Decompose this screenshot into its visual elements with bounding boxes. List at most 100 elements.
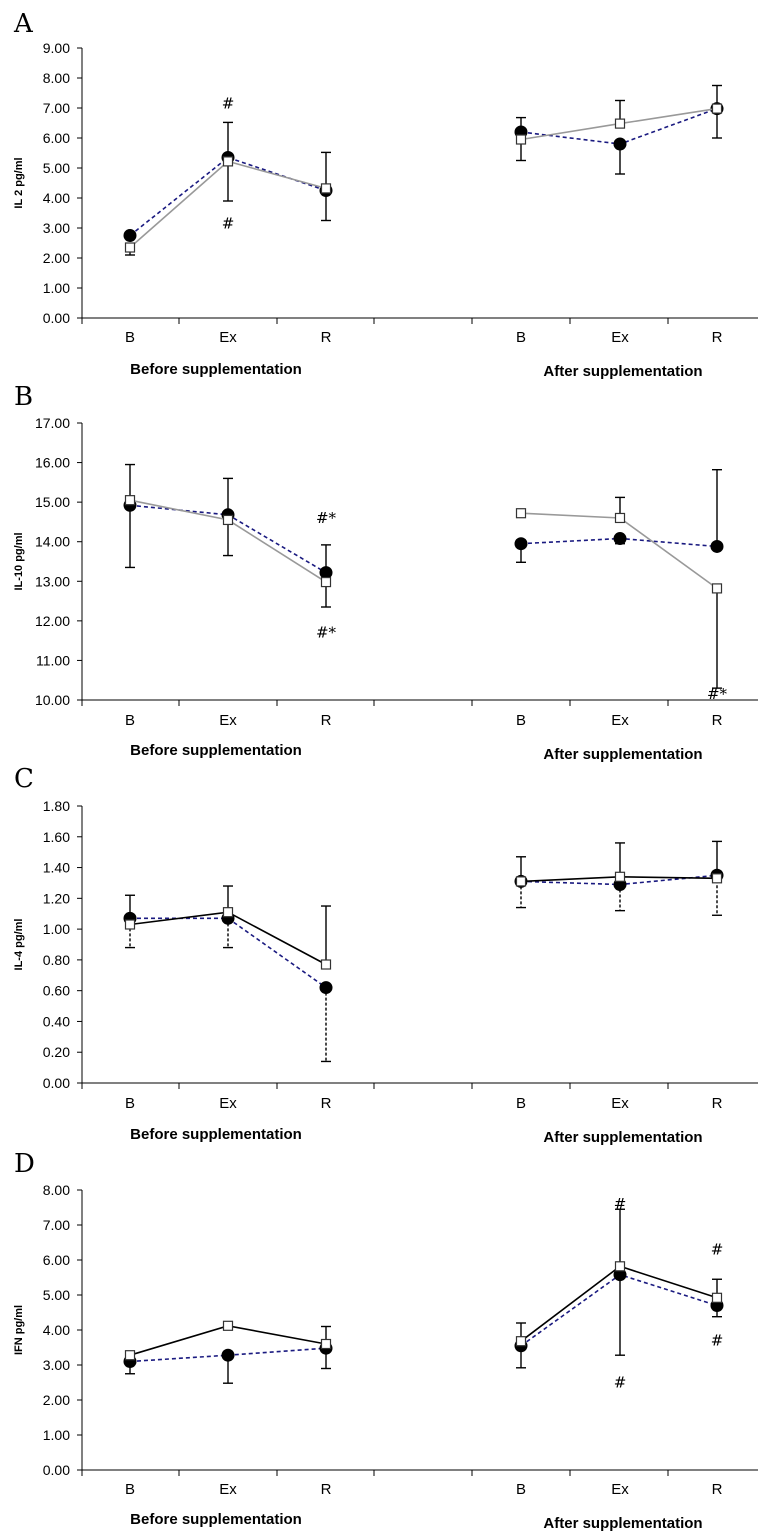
y-axis-label: IL-4 pg/ml xyxy=(13,919,25,971)
category-label: R xyxy=(321,712,332,729)
data-point xyxy=(614,1261,626,1272)
data-point xyxy=(124,1350,136,1361)
y-tick-label: 1.40 xyxy=(43,860,70,876)
data-point xyxy=(222,156,234,167)
annotation: #* xyxy=(707,685,728,703)
y-tick-label: 0.60 xyxy=(43,983,70,999)
data-point xyxy=(320,1338,332,1350)
data-point xyxy=(711,873,723,884)
category-label: Ex xyxy=(611,712,629,729)
y-tick-label: 16.00 xyxy=(35,455,70,471)
y-tick-label: 1.00 xyxy=(43,921,70,937)
panel-B: B 10.00 11.00 12.00 13.00 14.00 15.00 16.00 17.0… xyxy=(13,382,758,763)
data-point xyxy=(124,242,136,253)
group-label: After supplementation xyxy=(543,1515,702,1532)
y-axis-label: IFN pg/ml xyxy=(13,1305,25,1355)
group-label: Before supplementation xyxy=(130,1511,302,1528)
y-tick-label: 2.00 xyxy=(43,1392,70,1408)
data-point xyxy=(222,514,234,526)
category-label: Ex xyxy=(219,1095,237,1112)
y-tick-label: 0.00 xyxy=(43,1075,70,1091)
y-axis-label: IL 2 pg/ml xyxy=(13,157,25,208)
category-label: R xyxy=(712,712,723,729)
series-2 xyxy=(124,463,723,689)
y-tick-label: 0.00 xyxy=(43,1462,70,1478)
y-tick-label: 5.00 xyxy=(43,1287,70,1303)
category-label: B xyxy=(125,329,135,346)
series-1 xyxy=(123,1268,724,1384)
y-tick-label: 11.00 xyxy=(36,652,70,668)
annotation: #* xyxy=(316,624,337,642)
y-tick-label: 6.00 xyxy=(43,1252,70,1268)
data-point xyxy=(320,959,332,970)
category-label: Ex xyxy=(611,1481,629,1498)
annotation: # xyxy=(222,215,235,233)
group-label: After supplementation xyxy=(543,746,702,763)
y-tick-label: 12.00 xyxy=(35,613,70,629)
annotation: # xyxy=(711,1241,724,1259)
data-point xyxy=(514,537,528,551)
series-1 xyxy=(123,868,724,1063)
group-label: Before supplementation xyxy=(130,1126,302,1143)
category-label: B xyxy=(516,329,526,346)
y-tick-label: 14.00 xyxy=(35,534,70,550)
y-tick-label: 6.00 xyxy=(43,130,70,146)
y-tick-label: 1.80 xyxy=(43,798,70,814)
y-tick-label: 0.00 xyxy=(43,310,70,326)
category-label: Ex xyxy=(219,329,237,346)
y-tick-label: 9.00 xyxy=(43,40,70,56)
y-tick-label: 0.80 xyxy=(43,952,70,968)
data-point xyxy=(515,508,527,519)
data-point xyxy=(613,532,627,546)
data-point xyxy=(710,539,724,553)
annotation: # xyxy=(614,1374,627,1392)
category-label: Ex xyxy=(219,1481,237,1498)
category-label: B xyxy=(125,1095,135,1112)
y-tick-label: 10.00 xyxy=(35,692,70,708)
group-label: After supplementation xyxy=(543,1129,702,1146)
panel-letter: A xyxy=(13,9,34,39)
category-label: R xyxy=(712,1095,723,1112)
y-tick-label: 0.20 xyxy=(43,1044,70,1060)
y-tick-label: 3.00 xyxy=(43,1357,70,1373)
y-tick-label: 8.00 xyxy=(43,1182,70,1198)
y-tick-label: 5.00 xyxy=(43,160,70,176)
panel-A: A 0.00 1.00 2.00 3.00 4.00 5.00 6.00 7.00 8.00 9.0… xyxy=(13,9,758,380)
category-label: R xyxy=(712,329,723,346)
data-point xyxy=(711,103,723,114)
data-point xyxy=(711,1292,723,1303)
data-point xyxy=(124,495,136,506)
group-label: After supplementation xyxy=(543,363,702,380)
data-point xyxy=(319,981,333,995)
panel-letter: B xyxy=(14,382,33,412)
data-point xyxy=(222,907,234,918)
category-label: R xyxy=(321,1481,332,1498)
y-tick-label: 7.00 xyxy=(43,1217,70,1233)
y-axis-label: IL-10 pg/ml xyxy=(13,532,25,590)
group-label: Before supplementation xyxy=(130,742,302,759)
annotation: # xyxy=(711,1332,724,1350)
data-point xyxy=(320,576,332,588)
y-tick-label: 8.00 xyxy=(43,70,70,86)
panel-D: D 0.00 1.00 2.00 3.00 4.00 5.00 6.00 7.00 8.00 IFN… xyxy=(13,1149,758,1532)
data-point xyxy=(515,876,527,887)
annotation: #* xyxy=(316,509,337,527)
data-point xyxy=(613,1268,627,1282)
panel-C: C 0.00 0.20 0.40 0.60 0.80 1.00 1.20 1.40 1.60 1.8… xyxy=(13,764,758,1146)
group-label: Before supplementation xyxy=(130,361,302,378)
category-label: R xyxy=(712,1481,723,1498)
data-point xyxy=(222,1320,234,1331)
y-tick-label: 17.00 xyxy=(35,415,70,431)
y-tick-label: 4.00 xyxy=(43,190,70,206)
data-point xyxy=(320,183,332,194)
series-2 xyxy=(124,1208,723,1361)
panel-letter: D xyxy=(14,1149,35,1179)
y-tick-label: 7.00 xyxy=(43,100,70,116)
y-tick-label: 1.60 xyxy=(43,829,70,845)
y-tick-label: 1.00 xyxy=(43,1427,70,1443)
data-point xyxy=(515,1336,527,1347)
series-2 xyxy=(124,840,723,970)
y-tick-label: 13.00 xyxy=(35,573,70,589)
category-label: R xyxy=(321,329,332,346)
